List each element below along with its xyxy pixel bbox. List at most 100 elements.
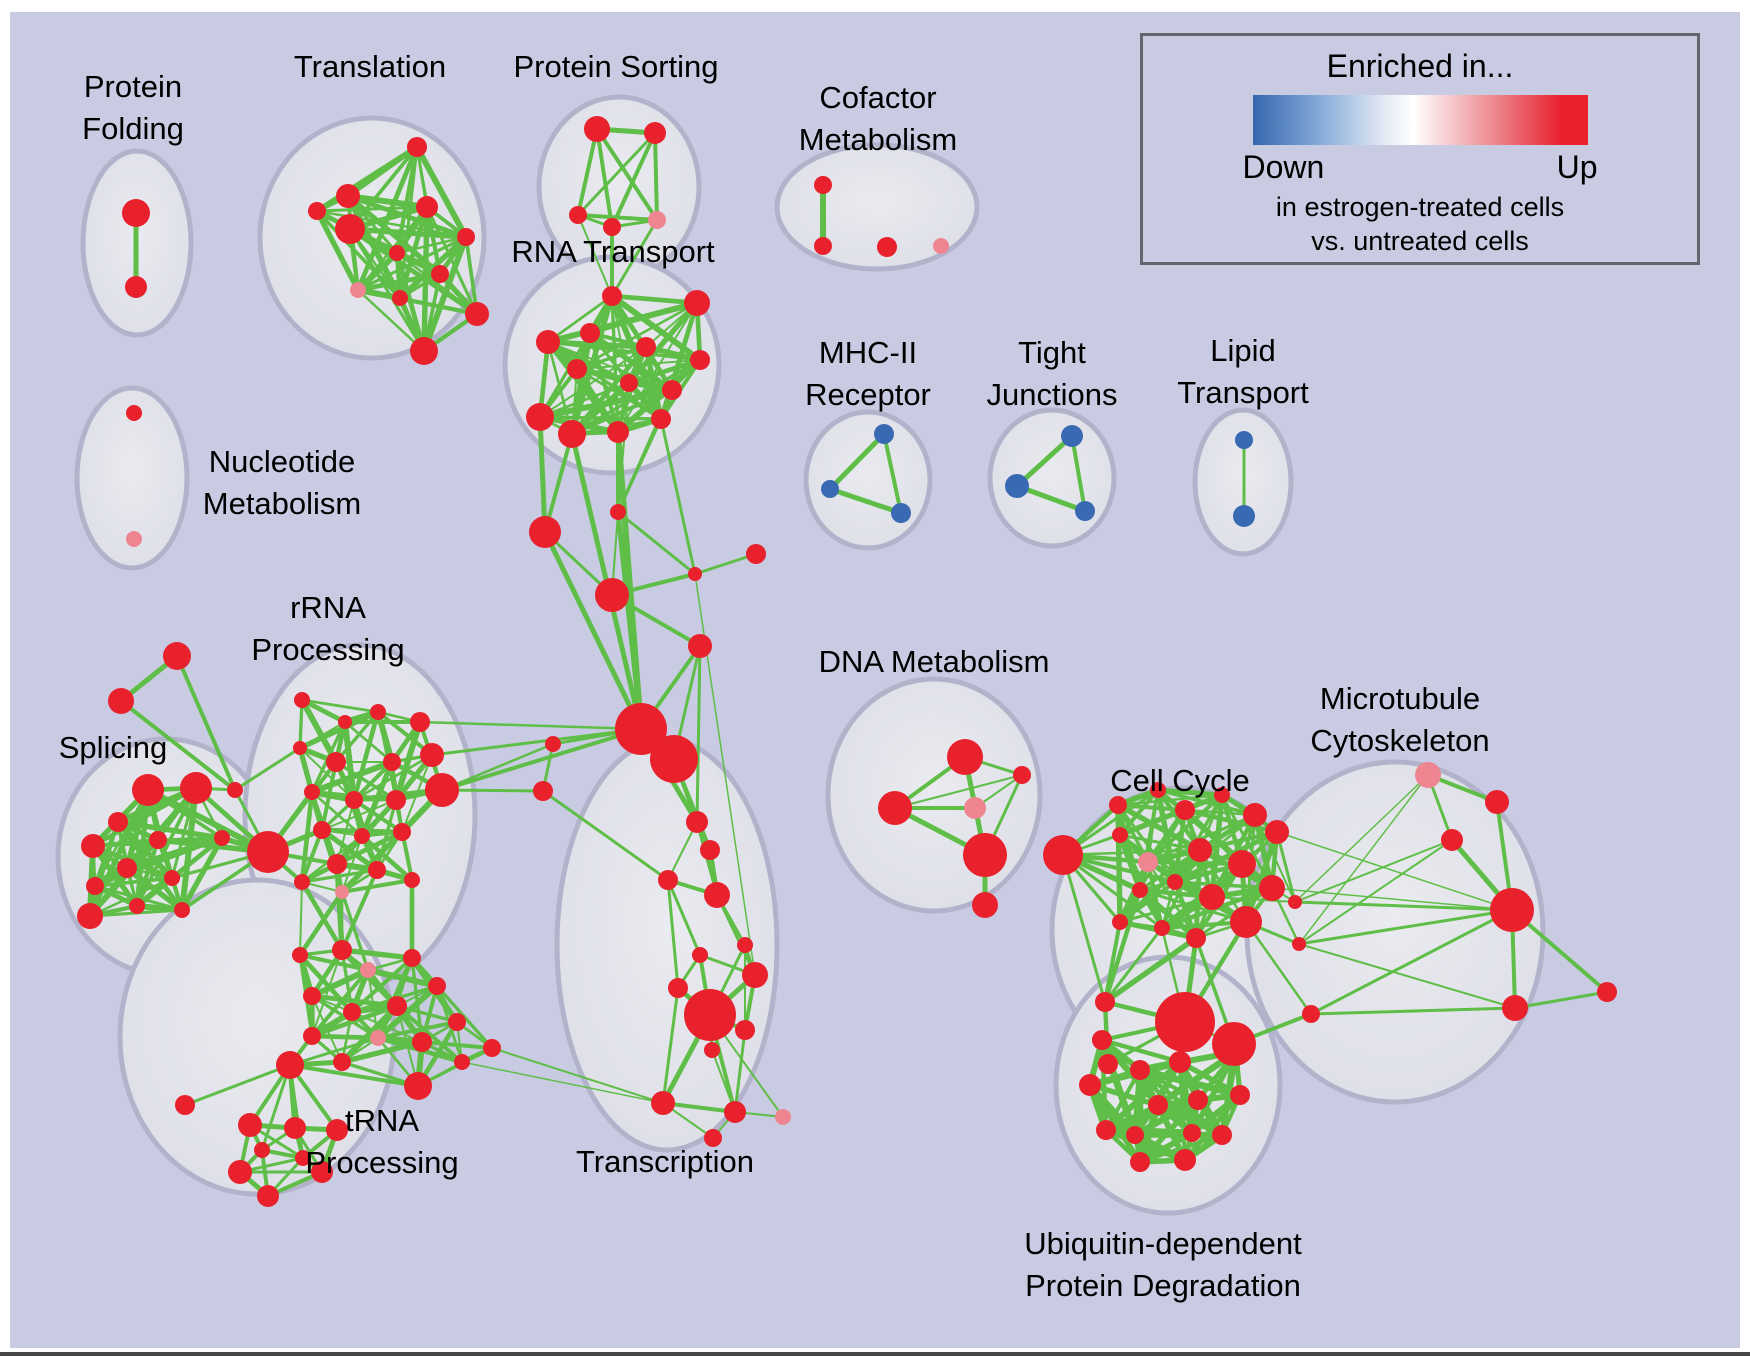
edge-link-conn-transcription	[695, 644, 702, 824]
edge-rrna	[297, 709, 381, 751]
edge-microtubule	[1513, 990, 1609, 1010]
cluster-label-cell_cycle: Cell Cycle	[1110, 763, 1250, 798]
cluster-label-line: Processing	[251, 632, 404, 667]
node-cell_cycle	[1199, 884, 1225, 910]
edge-link-conn-transcription	[541, 789, 670, 882]
node-splicing	[77, 903, 103, 929]
node-rrna	[425, 773, 459, 807]
node-splicing	[174, 902, 190, 918]
edge-conn	[119, 699, 237, 792]
node-rna	[526, 403, 554, 431]
edge-link-conn-rrna	[440, 742, 555, 792]
edge-link-cell_cycle-microtubule	[1276, 831, 1513, 911]
cluster-label-line: rRNA	[290, 590, 366, 625]
edge-conn	[542, 529, 644, 732]
edge-link-rna-conn	[615, 429, 644, 732]
node-cell_cycle	[1138, 852, 1158, 872]
edge-link-cell_cycle-microtubule	[1254, 814, 1296, 903]
edge-ubiquitin	[1099, 1037, 1183, 1065]
edge-rrna	[334, 710, 380, 764]
node-protein_sorting	[603, 218, 621, 236]
cluster-label-tight: Tight Junctions	[987, 335, 1118, 412]
node-microtubule	[1597, 982, 1617, 1002]
edge-rrna	[300, 868, 379, 884]
edge-cell_cycle	[1118, 895, 1214, 924]
node-rrna	[326, 752, 346, 772]
node-rrna	[403, 949, 421, 967]
edge-link-trna-rrna	[288, 1063, 420, 1088]
edge-splicing	[93, 836, 224, 888]
node-cell_cycle	[1112, 914, 1128, 930]
node-translation	[431, 265, 449, 283]
layer-labels: Protein Folding Translation Protein Sorting…	[59, 49, 1490, 1303]
edge-rrna	[435, 984, 494, 1050]
node-ubiquitin	[1174, 1149, 1196, 1171]
node-rna	[602, 286, 622, 306]
edge-rrna	[339, 829, 405, 895]
cluster-label-protein_folding: Protein Folding	[82, 69, 184, 146]
node-nucleotide	[126, 405, 142, 421]
edge-link-conn-rrna	[440, 727, 643, 792]
node-protein_folding	[125, 276, 147, 298]
node-splicing	[108, 812, 128, 832]
edge-mhc	[882, 432, 903, 515]
node-translation	[335, 214, 365, 244]
node-dna	[947, 739, 983, 775]
node-ubiquitin	[1212, 1125, 1232, 1145]
node-ubiquitin	[1130, 1152, 1150, 1172]
edge-rrna	[297, 889, 345, 958]
node-dna	[972, 892, 998, 918]
edge-ubiquitin	[1087, 1082, 1138, 1138]
edge-transcription	[733, 1028, 747, 1114]
edge-translation	[314, 208, 361, 293]
cluster-label-line: Receptor	[805, 377, 931, 412]
edge-ubiquitin	[1133, 1131, 1194, 1137]
edge-microtubule	[1297, 908, 1514, 946]
edge-cell_cycle	[1137, 887, 1199, 941]
edge-rna	[546, 340, 702, 362]
cluster-label-line: Transport	[1177, 375, 1309, 410]
edge-rna	[609, 293, 700, 306]
node-rrna	[386, 790, 406, 810]
edge-rna	[539, 346, 647, 418]
node-ubiquitin	[1126, 1126, 1144, 1144]
node-transcription	[704, 882, 730, 908]
node-cell_cycle	[1230, 906, 1262, 938]
node-transcription	[692, 947, 708, 963]
node-dna	[1013, 766, 1031, 784]
edge-link-rrna-transcription	[461, 1061, 664, 1104]
node-rrna	[332, 940, 352, 960]
edge-rna	[626, 357, 703, 386]
node-splicing	[132, 774, 164, 806]
figure-bottom-rule	[0, 1352, 1750, 1356]
edge-microtubule	[1298, 839, 1453, 945]
edge-rrna	[309, 967, 371, 999]
edge-rrna	[334, 760, 398, 802]
node-rrna	[294, 874, 310, 890]
edge-translation	[395, 235, 468, 255]
edge-rrna	[300, 828, 324, 884]
edge-link-trna-rrna	[288, 1036, 380, 1067]
node-translation	[410, 337, 438, 365]
cluster-label-line: Processing	[305, 1145, 458, 1180]
node-lipid	[1233, 505, 1255, 527]
node-rrna	[387, 996, 407, 1016]
edge-translation	[314, 144, 420, 214]
legend-gradient-bar	[1252, 95, 1588, 145]
edge-rrna	[420, 1040, 494, 1050]
node-rrna	[293, 741, 307, 755]
node-conn	[545, 736, 561, 752]
node-translation	[308, 202, 326, 220]
node-microtubule	[1288, 895, 1302, 909]
node-rrna	[313, 821, 331, 839]
node-ubiquitin	[1169, 1051, 1191, 1073]
edge-translation	[464, 235, 479, 316]
cluster-label-lipid: Lipid Transport	[1177, 333, 1309, 410]
edge-rrna	[311, 949, 343, 1037]
node-rna	[651, 409, 671, 429]
node-rrna	[370, 704, 386, 720]
node-conn	[746, 544, 766, 564]
node-transcription	[651, 1091, 675, 1115]
edge-rrna	[309, 1003, 400, 1039]
edge-link-rna-conn	[543, 432, 574, 534]
